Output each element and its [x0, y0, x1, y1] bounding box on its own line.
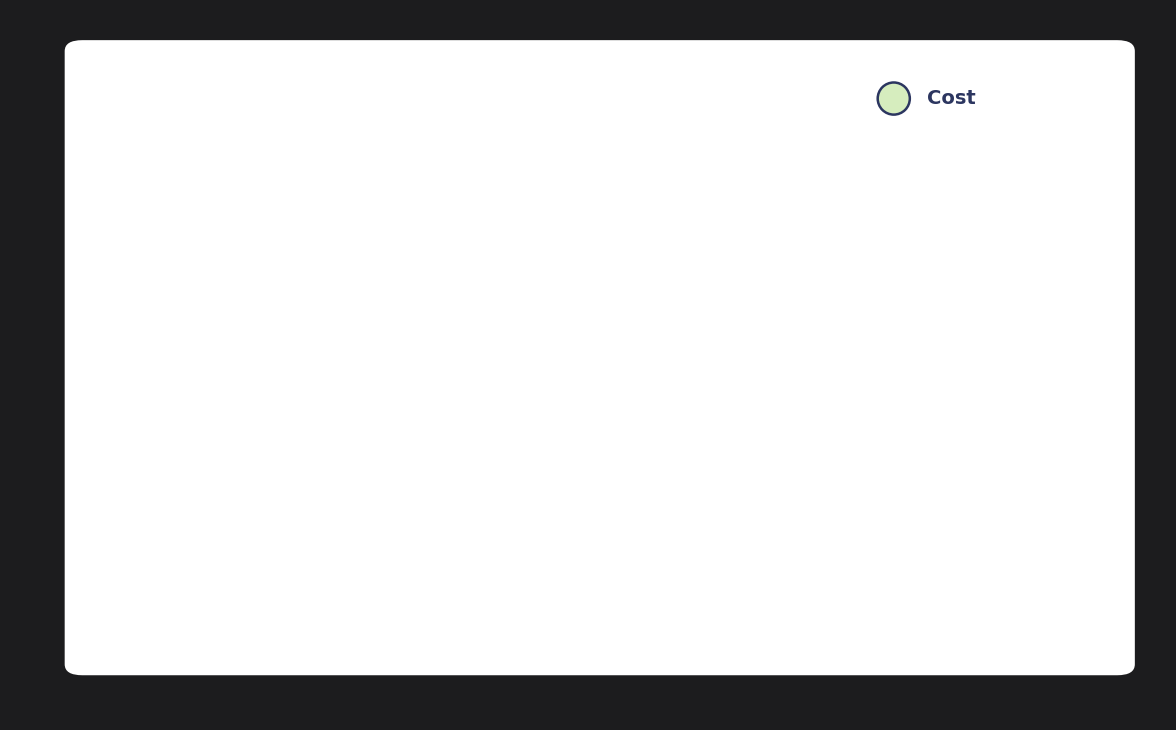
Legend: Workers, Spill to disk (MB), Input size (GB): Workers, Spill to disk (MB), Input size …: [103, 108, 782, 143]
Text: Cost: Cost: [928, 89, 976, 108]
Polygon shape: [118, 222, 1117, 572]
